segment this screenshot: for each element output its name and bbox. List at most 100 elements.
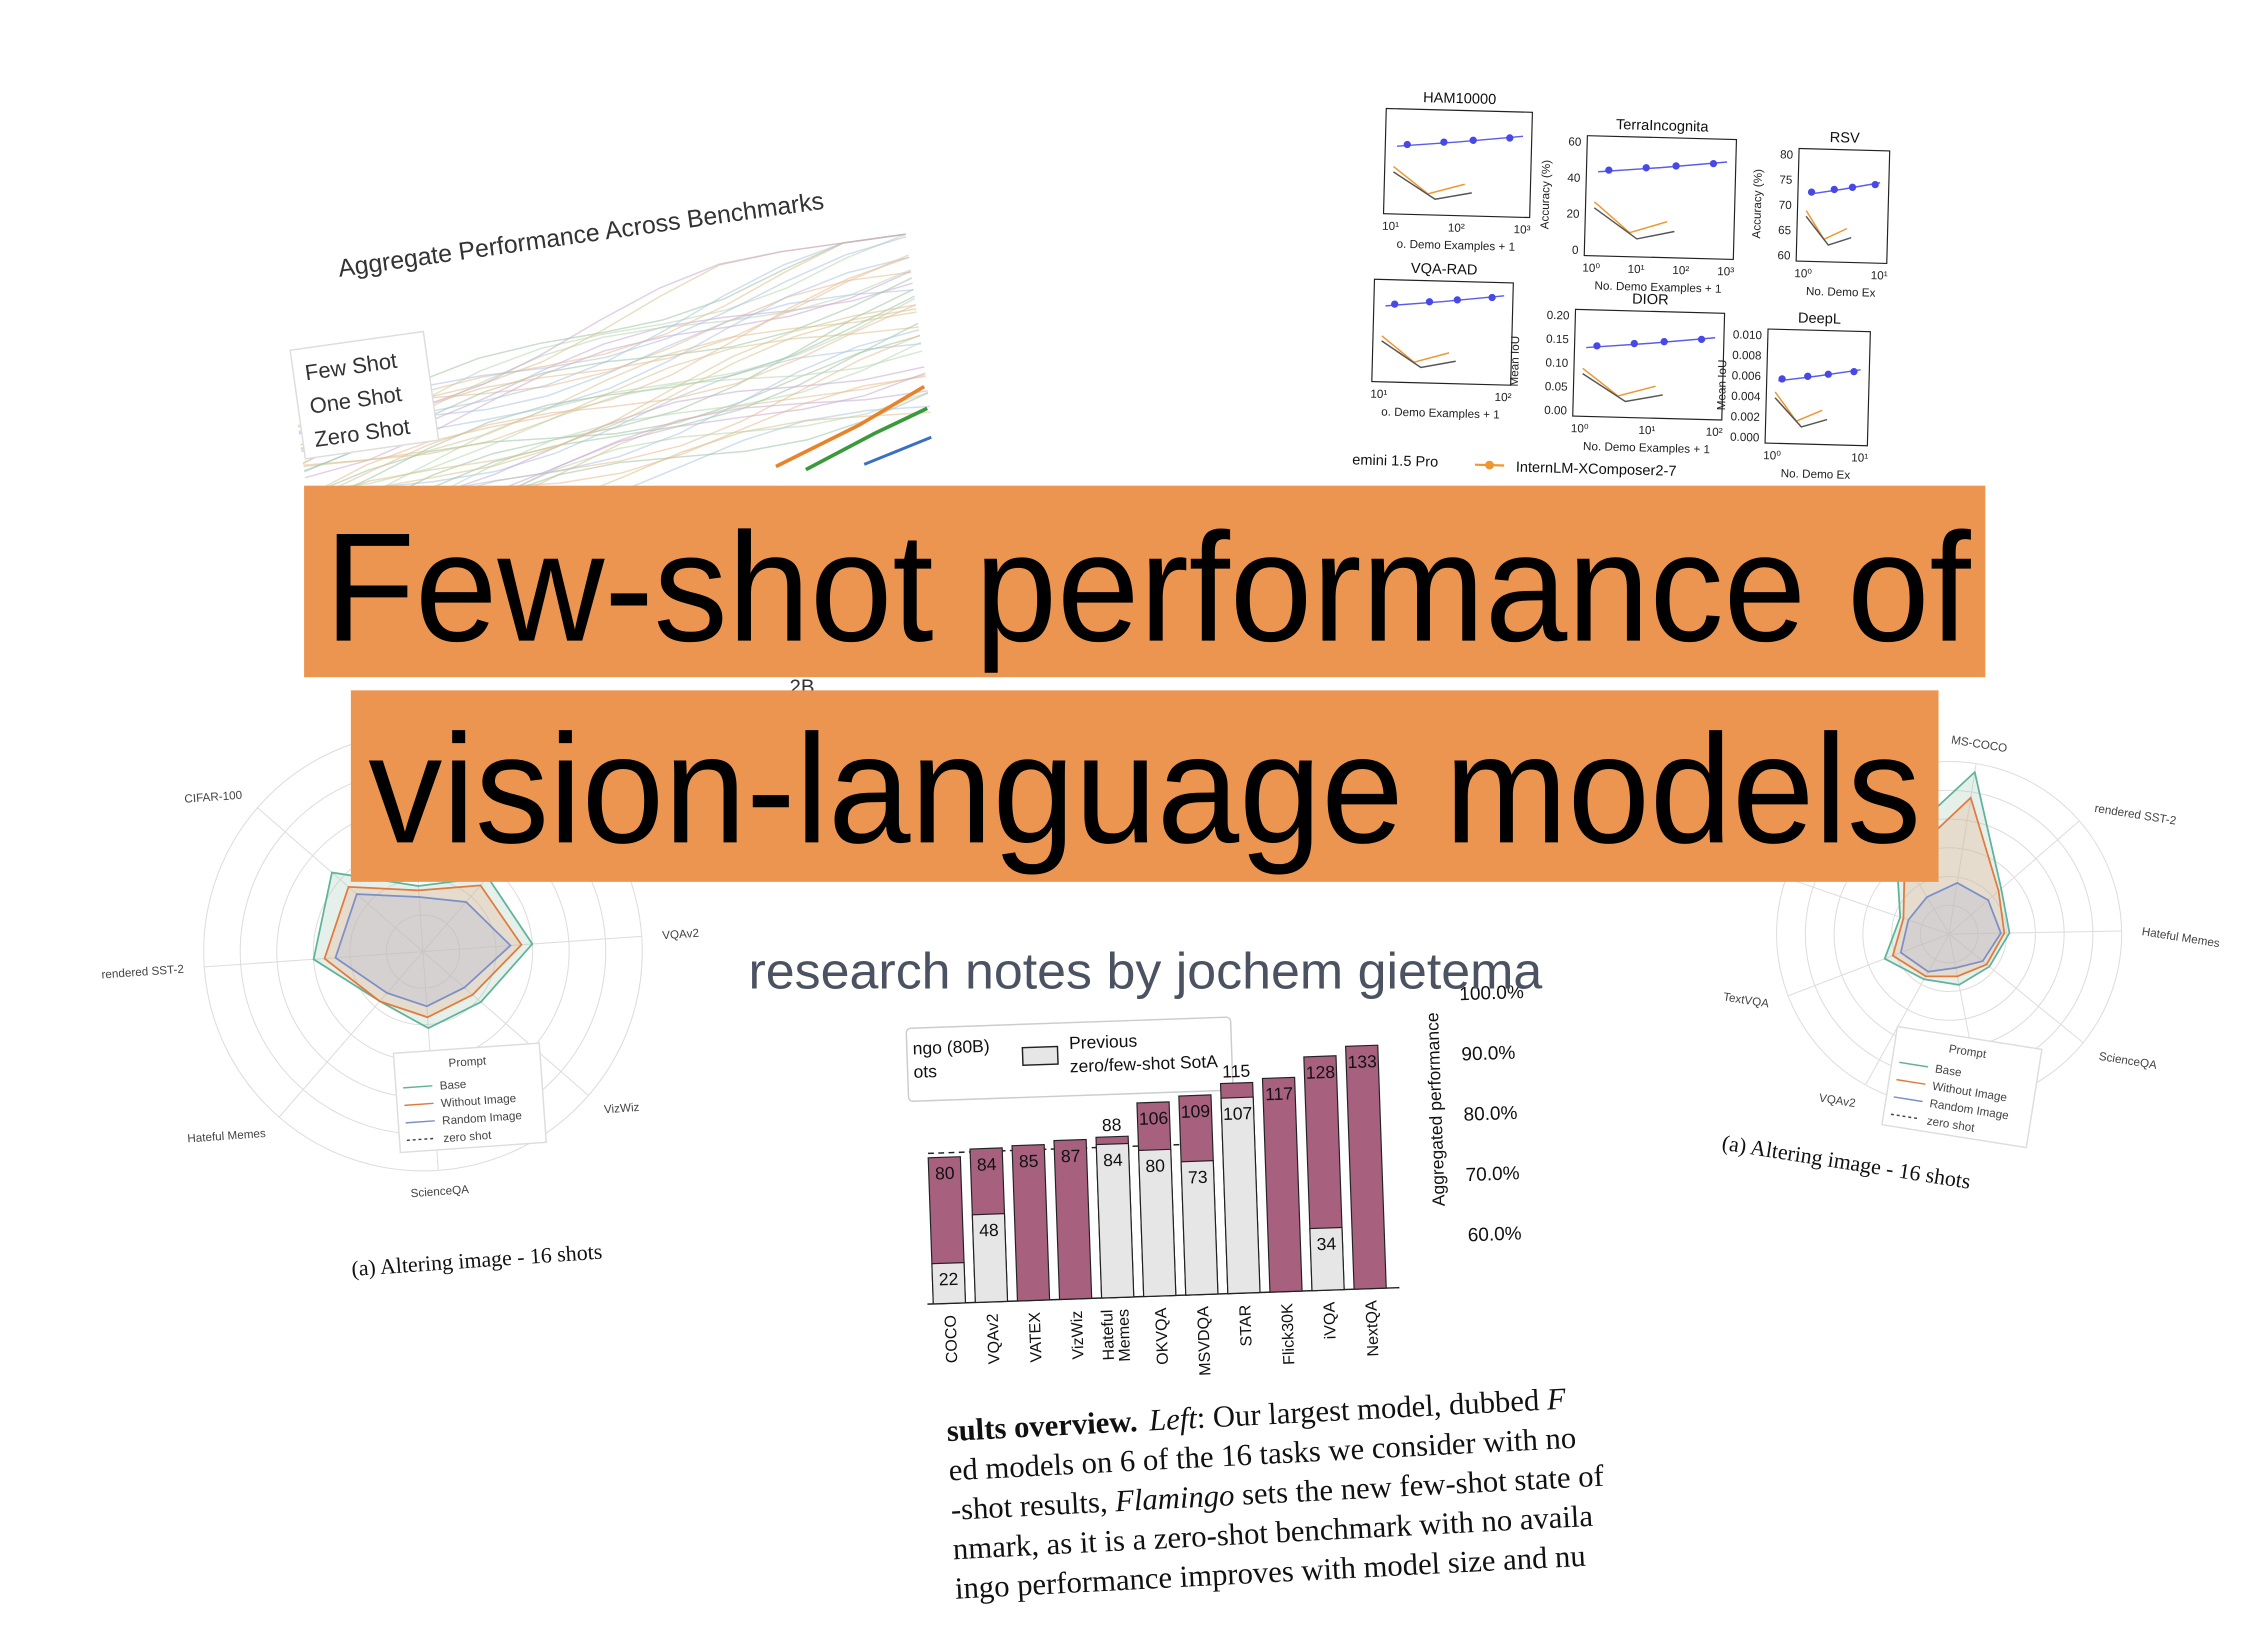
y2-tick-label: 100.0%: [1459, 982, 1524, 1005]
x-tick-label: 10¹: [1638, 424, 1655, 437]
x-tick-label-line: COCO: [942, 1315, 962, 1364]
paper-span: F: [1545, 1382, 1567, 1417]
panel-point: [1593, 342, 1601, 350]
y-tick-label: 0.010: [1733, 328, 1763, 342]
y2-tick-label: 70.0%: [1465, 1163, 1520, 1186]
bar: [1220, 1096, 1261, 1295]
x-tick-label-line: STAR: [1236, 1304, 1255, 1346]
y-tick-label: 0.15: [1546, 333, 1570, 347]
radar-spoke: [257, 807, 424, 953]
paper-text: sults overview. Left: Our largest model, …: [946, 1382, 1606, 1606]
x-axis-label: No. Demo Ex: [1781, 467, 1851, 482]
radar-spoke: [1948, 820, 2080, 935]
value-label: 88: [1102, 1115, 1122, 1136]
radar-axis-label: rendered SST-2: [101, 963, 184, 982]
radar-shape: [334, 893, 512, 1008]
x-tick-label-line: VizWiz: [1068, 1310, 1088, 1359]
y-tick-label: 0.006: [1732, 369, 1762, 383]
value-label: 107: [1223, 1103, 1253, 1124]
radar-axis-label: VQAv2: [1818, 1092, 1856, 1111]
panel-point: [1403, 140, 1411, 149]
legend-swatch: [404, 1102, 434, 1107]
x-tick-label: HatefulMemes: [1098, 1309, 1134, 1363]
title-line: vision-language models: [368, 702, 1921, 875]
x-tick-label: 10³: [1513, 223, 1530, 236]
panel-axes: [1382, 107, 1534, 219]
value-label: 133: [1347, 1051, 1377, 1072]
y-tick-label: 0: [1572, 244, 1579, 257]
panel-line: [1778, 369, 1861, 382]
value-label: 48: [979, 1220, 999, 1241]
x-tick-label: 10⁰: [1794, 267, 1812, 280]
value-label: 73: [1188, 1167, 1208, 1188]
panel-line: [1809, 182, 1881, 195]
panel-line: [1774, 397, 1828, 428]
y-axis-label: Accuracy (%): [1538, 160, 1553, 230]
bar: [1011, 1143, 1051, 1302]
value-label: 84: [1103, 1150, 1123, 1171]
bar: [1261, 1076, 1303, 1293]
bar: [1053, 1138, 1093, 1301]
legend-swatch: [1485, 460, 1494, 470]
radar-legend-box: [392, 1042, 548, 1154]
trend-line: [775, 385, 926, 469]
radar-shape: [1899, 881, 2002, 973]
x-tick-label-line: MSVDQA: [1194, 1306, 1214, 1377]
panel-point: [1642, 164, 1650, 172]
value-label: 128: [1305, 1062, 1335, 1083]
bar: [1137, 1148, 1177, 1298]
trend-line: [303, 326, 919, 466]
x-axis-label: o. Demo Examples + 1: [1396, 238, 1515, 254]
bar: [1309, 1226, 1345, 1292]
x-tick-label: 10¹: [1871, 269, 1888, 282]
x-tick-label: 10⁰: [1571, 422, 1589, 435]
y-axis-label: Mean IoU: [1715, 359, 1729, 410]
x-tick-label: 10⁰: [1582, 262, 1600, 275]
value-label: 34: [1316, 1234, 1336, 1255]
legend-entry: Previouszero/few-shot SotA: [1069, 1028, 1219, 1077]
panel-point: [1824, 370, 1832, 378]
panel-point: [1778, 375, 1786, 383]
trend-line: [308, 308, 917, 501]
trend-line: [308, 295, 915, 507]
x-tick-label: 10¹: [1370, 388, 1387, 401]
y2-tick-label: 60.0%: [1467, 1223, 1522, 1246]
x-tick-label: 10¹: [1382, 220, 1399, 233]
panel-point: [1830, 185, 1838, 194]
legend-entry: Base: [439, 1078, 466, 1093]
panel-point: [1453, 296, 1461, 304]
y-tick-label: 0.002: [1730, 410, 1760, 424]
y-tick-label: 80: [1780, 148, 1794, 161]
x-tick-label-line: VQAv2: [984, 1313, 1004, 1364]
x-tick-label: 10²: [1706, 426, 1723, 439]
trend-line: [308, 304, 916, 507]
y-axis-label: Accuracy (%): [1750, 169, 1765, 239]
value-label: 22: [938, 1269, 958, 1290]
x-tick-label-line: Memes: [1114, 1309, 1134, 1362]
panel-line: [1381, 340, 1456, 369]
x-tick-label: 10⁰: [1763, 449, 1781, 462]
x-tick-label-line: VATEX: [1026, 1311, 1046, 1362]
paper-span: Left: [1147, 1401, 1199, 1438]
legend-entry: zero shot: [443, 1129, 493, 1145]
x-tick-label: 10²: [1494, 391, 1511, 404]
panel-point: [1488, 293, 1496, 302]
radar-spoke: [422, 951, 589, 1096]
legend-swatch: [1899, 1061, 1929, 1068]
flamingo-chart: 80 22 COCO 84 48 VQAv2 85 VATEX 87 VizWiz 88 84 Hate…: [905, 982, 1524, 1377]
x-tick-label: iVQA: [1320, 1301, 1339, 1339]
title-line: Few-shot performance of: [325, 501, 1972, 674]
title-box: [304, 485, 1986, 678]
x-tick-label: VizWiz: [1068, 1310, 1088, 1359]
panel-title: DIOR: [1632, 292, 1669, 309]
value-label: 85: [1019, 1151, 1039, 1172]
radar-axis-label: VizWiz: [604, 1101, 640, 1116]
value-label: 109: [1180, 1101, 1210, 1122]
legend-entry: emini 1.5 Pro: [1352, 452, 1438, 470]
panel-point: [1804, 372, 1812, 380]
trend-line: [307, 256, 910, 497]
radar-axis-label: ScienceQA: [410, 1183, 469, 1200]
legend-swatch: [403, 1085, 433, 1089]
